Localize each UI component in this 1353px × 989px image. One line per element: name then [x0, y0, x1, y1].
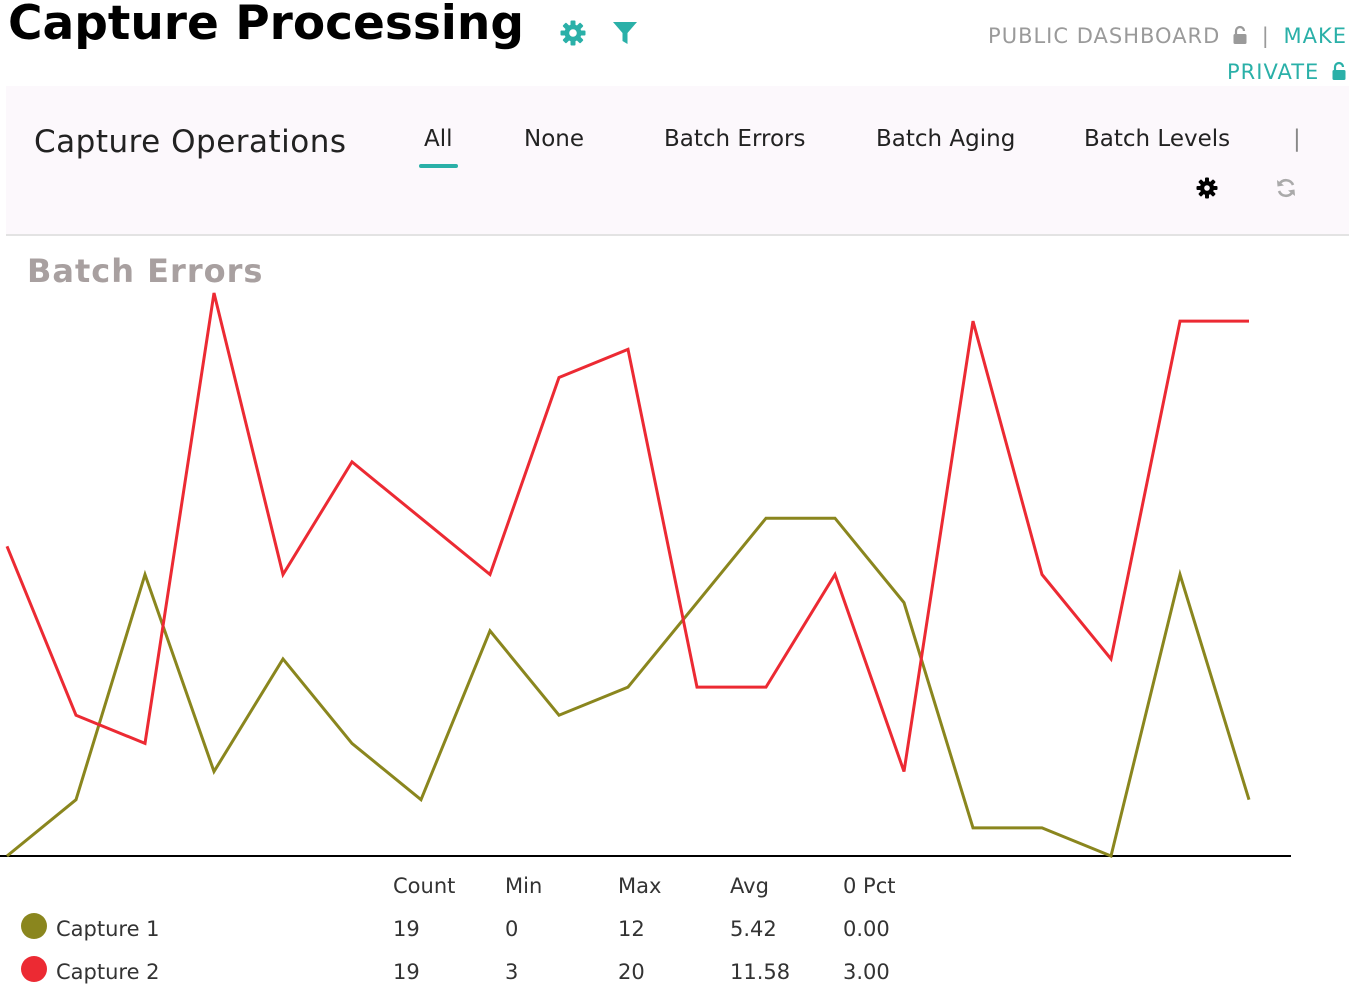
tab-none[interactable]: None [524, 126, 585, 152]
series-stats-table: Count Min Max Avg 0 Pct Capture 1 19 0 1… [0, 870, 1353, 989]
public-dashboard-info: PUBLIC DASHBOARD | MAKE PRIVATE [988, 18, 1347, 90]
stats-cell: 19 [393, 960, 420, 984]
header-separator: | [1261, 24, 1270, 48]
refresh-icon[interactable] [1274, 176, 1298, 200]
tab-all[interactable]: All [424, 126, 453, 152]
gear-icon[interactable] [558, 18, 588, 48]
make-private-link[interactable]: MAKE [1283, 24, 1347, 48]
stats-cell: 0.00 [843, 917, 890, 941]
stats-cell: 12 [618, 917, 645, 941]
stats-cell: 3.00 [843, 960, 890, 984]
page-title: Capture Processing [8, 0, 525, 51]
tab-batch-errors[interactable]: Batch Errors [664, 126, 806, 152]
legend-label-capture-1[interactable]: Capture 1 [56, 917, 160, 941]
stats-header-avg: Avg [730, 874, 769, 898]
tab-batch-levels[interactable]: Batch Levels [1084, 126, 1231, 152]
stats-cell: 0 [505, 917, 519, 941]
series-line-capture-1 [6, 516, 1251, 859]
legend-swatch-capture-1[interactable] [21, 913, 47, 939]
lock-icon[interactable] [1331, 61, 1347, 81]
stats-cell: 3 [505, 960, 519, 984]
tab-batch-aging[interactable]: Batch Aging [876, 126, 1016, 152]
stats-header-count: Count [393, 874, 456, 898]
make-private-link-continued[interactable]: PRIVATE [1227, 60, 1320, 84]
stats-header-zero-pct: 0 Pct [843, 874, 896, 898]
stats-cell: 5.42 [730, 917, 777, 941]
nav-separator: | [1293, 126, 1301, 152]
dashboard-nav-bar: Capture Operations All None Batch Errors… [6, 86, 1349, 236]
filter-icon[interactable] [610, 18, 640, 48]
public-dashboard-label: PUBLIC DASHBOARD [988, 24, 1221, 48]
lock-icon [1233, 25, 1247, 44]
chart-title: Batch Errors [27, 252, 264, 290]
legend-label-capture-2[interactable]: Capture 2 [56, 960, 160, 984]
active-tab-indicator [419, 164, 458, 168]
nav-title: Capture Operations [34, 124, 347, 160]
stats-cell: 11.58 [730, 960, 791, 984]
stats-header-min: Min [505, 874, 543, 898]
legend-swatch-capture-2[interactable] [21, 956, 47, 982]
gear-icon[interactable] [1195, 176, 1219, 200]
batch-errors-line-chart [0, 292, 1291, 859]
series-line-capture-2 [5, 292, 1249, 773]
stats-cell: 19 [393, 917, 420, 941]
stats-cell: 20 [618, 960, 645, 984]
stats-header-max: Max [618, 874, 662, 898]
